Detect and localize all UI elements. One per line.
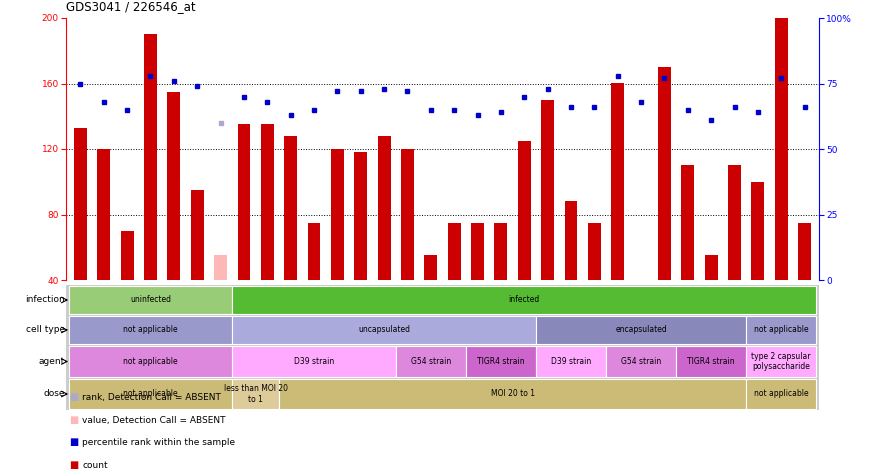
Bar <box>69 316 232 345</box>
Bar <box>74 128 87 280</box>
Bar <box>606 346 676 377</box>
Bar <box>565 201 577 280</box>
Text: infected: infected <box>509 295 540 304</box>
Bar <box>612 83 624 280</box>
Bar <box>495 223 507 280</box>
Text: encapsulated: encapsulated <box>615 326 667 335</box>
Text: not applicable: not applicable <box>754 326 809 335</box>
Text: uninfected: uninfected <box>130 295 171 304</box>
Bar <box>378 136 390 280</box>
Bar <box>448 223 460 280</box>
Bar <box>471 223 484 280</box>
Bar <box>658 67 671 280</box>
Bar <box>401 149 414 280</box>
Bar <box>746 379 816 410</box>
Bar <box>97 149 110 280</box>
Text: TIGR4 strain: TIGR4 strain <box>477 357 525 366</box>
Bar <box>536 346 606 377</box>
Text: MOI 20 to 1: MOI 20 to 1 <box>490 390 535 399</box>
Text: not applicable: not applicable <box>123 326 178 335</box>
Bar <box>120 231 134 280</box>
Text: agent: agent <box>39 357 65 366</box>
Bar <box>798 223 811 280</box>
Text: ■: ■ <box>69 415 78 425</box>
Text: cell type: cell type <box>26 326 65 335</box>
Bar <box>542 100 554 280</box>
Bar <box>232 346 396 377</box>
Text: count: count <box>82 461 108 470</box>
Text: not applicable: not applicable <box>123 357 178 366</box>
Bar <box>279 379 746 410</box>
Bar <box>466 346 536 377</box>
Bar <box>308 223 320 280</box>
Bar <box>69 379 232 410</box>
Text: D39 strain: D39 strain <box>550 357 591 366</box>
Bar <box>681 165 694 280</box>
Text: TIGR4 strain: TIGR4 strain <box>688 357 735 366</box>
Bar <box>746 346 816 377</box>
Text: GDS3041 / 226546_at: GDS3041 / 226546_at <box>66 0 196 13</box>
Text: infection: infection <box>26 295 65 304</box>
Text: ■: ■ <box>69 438 78 447</box>
Text: G54 strain: G54 strain <box>411 357 451 366</box>
Bar <box>354 152 367 280</box>
Bar <box>676 346 746 377</box>
Bar <box>232 316 536 345</box>
Text: G54 strain: G54 strain <box>621 357 661 366</box>
Bar <box>775 18 788 280</box>
Bar <box>728 165 741 280</box>
Bar <box>261 125 273 280</box>
Bar <box>232 379 279 410</box>
Bar <box>69 346 232 377</box>
Bar <box>237 125 250 280</box>
Text: ■: ■ <box>69 460 78 470</box>
Bar <box>536 316 746 345</box>
Text: not applicable: not applicable <box>123 390 178 399</box>
Text: less than MOI 20
to 1: less than MOI 20 to 1 <box>224 384 288 404</box>
Bar <box>588 223 601 280</box>
Bar <box>167 91 181 280</box>
Bar <box>284 136 297 280</box>
Bar <box>425 255 437 280</box>
Bar <box>518 141 531 280</box>
Bar <box>751 182 765 280</box>
Bar <box>396 346 466 377</box>
Bar <box>331 149 343 280</box>
Text: D39 strain: D39 strain <box>294 357 335 366</box>
Text: percentile rank within the sample: percentile rank within the sample <box>82 438 235 447</box>
Bar <box>191 190 204 280</box>
Bar <box>635 280 648 329</box>
Bar <box>214 255 227 280</box>
Text: not applicable: not applicable <box>754 390 809 399</box>
Text: value, Detection Call = ABSENT: value, Detection Call = ABSENT <box>82 416 226 425</box>
Text: ■: ■ <box>69 392 78 402</box>
Bar <box>144 35 157 280</box>
Text: uncapsulated: uncapsulated <box>358 326 410 335</box>
Text: rank, Detection Call = ABSENT: rank, Detection Call = ABSENT <box>82 393 221 402</box>
Text: dose: dose <box>43 390 65 399</box>
Bar <box>704 255 718 280</box>
Text: type 2 capsular
polysaccharide: type 2 capsular polysaccharide <box>751 352 811 371</box>
Bar <box>69 286 232 314</box>
Bar <box>746 316 816 345</box>
Bar <box>232 286 816 314</box>
